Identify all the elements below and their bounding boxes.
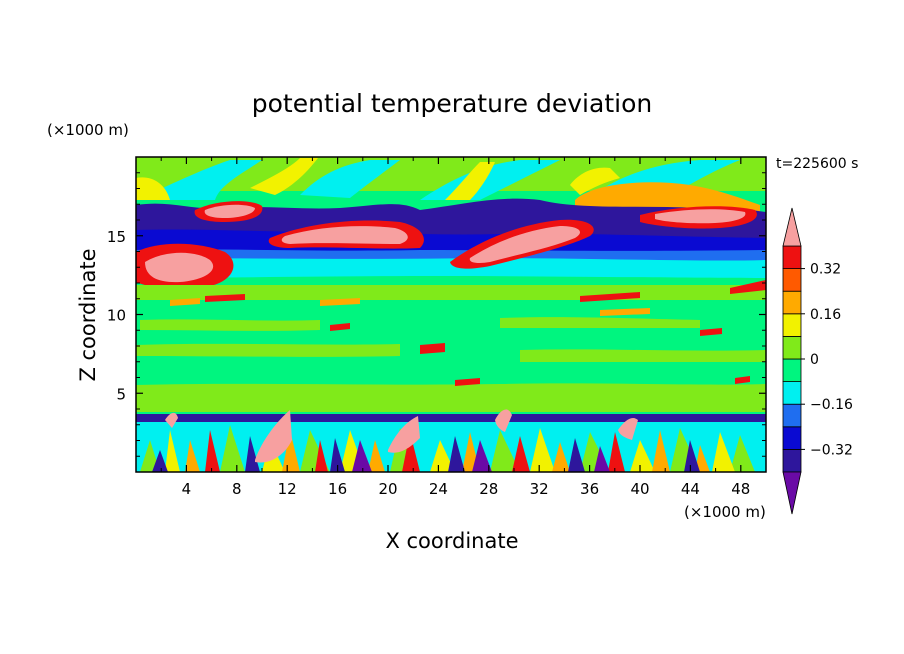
x-tick-label: 20	[378, 480, 397, 498]
y-tick-label: 15	[107, 228, 126, 246]
x-tick-label: 32	[530, 480, 549, 498]
colorbar: 0.32 0.16 0 −0.16 −0.32	[782, 207, 853, 515]
colorbar-segment	[782, 426, 802, 450]
x-tick-label: 40	[630, 480, 649, 498]
small-orange-blobs	[170, 298, 650, 316]
warm-streak-center-pink	[281, 226, 408, 244]
colorbar-min-extension	[782, 471, 802, 515]
warm-streak-right-pink	[469, 226, 580, 263]
chart-title: potential temperature deviation	[252, 89, 652, 118]
x-tick-label: 48	[731, 480, 750, 498]
y-tick-label: 5	[116, 385, 126, 403]
upper-waves-cyan	[136, 160, 740, 200]
colorbar-segment	[782, 403, 802, 428]
y-axis-ticks: 5 10 15	[107, 172, 766, 457]
y-unit-label: (×1000 m)	[47, 121, 129, 139]
warm-blob-upper-left-pink	[204, 204, 255, 218]
warm-blob-left-pink	[145, 252, 214, 283]
x-tick-label: 36	[580, 480, 599, 498]
x-tick-label: 44	[681, 480, 700, 498]
x-tick-label: 4	[182, 480, 192, 498]
boundary-layer-top-dark	[136, 414, 766, 422]
colorbar-tick-label: −0.16	[810, 397, 853, 413]
colorbar-tick-label: −0.32	[810, 442, 853, 458]
x-tick-label: 24	[429, 480, 448, 498]
colorbar-segment	[782, 448, 802, 473]
x-axis-label: X coordinate	[385, 529, 518, 553]
x-axis-ticks: 4 8 12 16 20 24 28 32 36 40 44 48	[160, 157, 750, 498]
cyan-band	[136, 258, 766, 278]
upper-waves-yellow	[136, 158, 620, 200]
colorbar-tick-label: 0.32	[810, 262, 841, 278]
x-tick-label: 28	[479, 480, 498, 498]
colorbar-segment	[782, 358, 802, 383]
colorbar-tick-label: 0	[810, 352, 819, 368]
time-label: t=225600 s	[776, 156, 858, 172]
colorbar-max-extension	[782, 207, 802, 247]
colorbar-segment	[782, 335, 802, 360]
y-tick-label: 10	[107, 307, 126, 325]
colorbar-segment	[782, 290, 802, 315]
y-axis-label: Z coordinate	[76, 248, 100, 381]
x-unit-label: (×1000 m)	[684, 503, 766, 521]
x-tick-label: 12	[278, 480, 297, 498]
colorbar-segment	[782, 381, 802, 405]
boundary-layer-plumes	[140, 409, 755, 472]
contour-field	[136, 157, 766, 472]
warm-streak-far-right-pink	[655, 209, 746, 224]
mid-level-lime-streaks	[136, 285, 766, 412]
colorbar-segment	[782, 245, 802, 270]
x-tick-label: 16	[328, 480, 347, 498]
colorbar-tick-label: 0.16	[810, 307, 841, 323]
x-tick-label: 8	[232, 480, 242, 498]
colorbar-segment	[782, 313, 802, 337]
colorbar-segment	[782, 268, 802, 292]
